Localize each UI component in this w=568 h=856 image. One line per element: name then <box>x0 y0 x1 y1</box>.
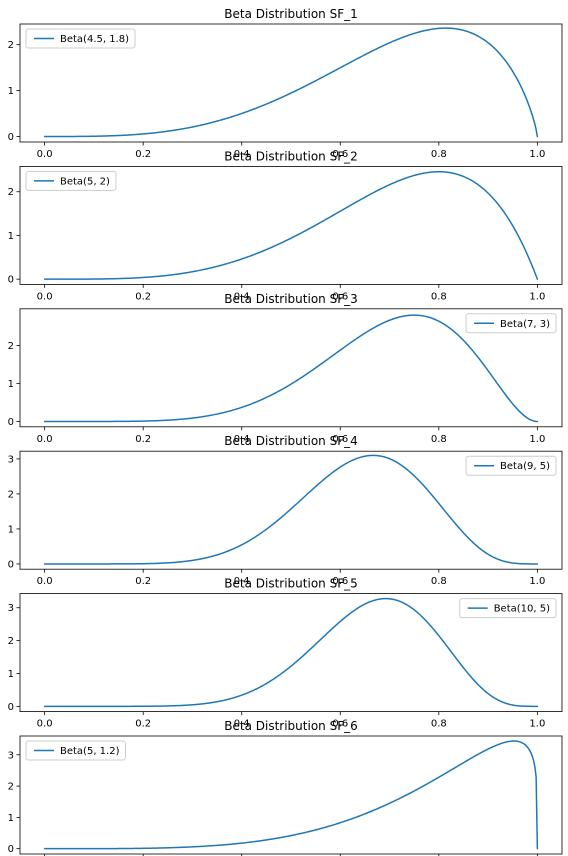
legend: Beta(5, 2) <box>25 170 117 191</box>
x-tick-label: 0.8 <box>431 719 447 730</box>
y-tick-label: 3 <box>8 603 14 614</box>
x-tick-label: 0.8 <box>431 576 447 587</box>
legend-box <box>25 170 117 191</box>
x-tick-label: 0.4 <box>234 434 250 445</box>
chart-3: Beta Distribution SF_3 0.0 0.2 0.4 0.6 0.8 1.0… <box>8 292 563 445</box>
legend: Beta(7, 3) <box>465 313 557 334</box>
legend-box <box>465 313 557 334</box>
y-tick-label: 1 <box>8 813 14 824</box>
legend-box <box>459 598 557 619</box>
chart-title: Beta Distribution SF_1 <box>224 7 357 21</box>
legend-label: Beta(10, 5) <box>494 604 550 615</box>
x-tick-label: 1.0 <box>529 719 545 730</box>
y-tick-label: 0 <box>8 844 14 855</box>
x-tick-label: 0.4 <box>234 576 250 587</box>
series-line <box>43 171 539 280</box>
x-tick-label: 0.4 <box>234 149 250 160</box>
x-tick-label: 0.2 <box>135 434 151 445</box>
x-tick-label: 0.2 <box>135 291 151 302</box>
x-tick-label: 1.0 <box>529 291 545 302</box>
axes-frame <box>19 450 563 570</box>
x-tick-label: 0.0 <box>37 719 53 730</box>
x-tick-label: 0.6 <box>332 434 348 445</box>
legend: Beta(9, 5) <box>465 455 557 476</box>
x-tick-label: 0.6 <box>332 149 348 160</box>
x-tick-label: 0.4 <box>234 291 250 302</box>
y-tick-label: 2 <box>8 489 14 500</box>
legend: Beta(4.5, 1.8) <box>25 28 136 49</box>
legend-label: Beta(5, 1.2) <box>60 746 120 757</box>
y-tick-label: 2 <box>8 187 14 198</box>
x-tick-label: 1.0 <box>529 576 545 587</box>
x-tick-label: 0.8 <box>431 149 447 160</box>
x-tick-label: 0.2 <box>135 149 151 160</box>
chart-5: Beta Distribution SF_5 0.0 0.2 0.4 0.6 0.8 1.0… <box>8 577 563 730</box>
x-tick-label: 0.2 <box>135 576 151 587</box>
y-tick-label: 2 <box>8 40 14 51</box>
chart-4: Beta Distribution SF_4 0.0 0.2 0.4 0.6 0.8 1.0… <box>8 434 563 587</box>
chart-title: Beta Distribution SF_6 <box>224 719 357 733</box>
x-tick-label: 0.6 <box>332 576 348 587</box>
chart-2: Beta Distribution SF_2 0.0 0.2 0.4 0.6 0.8 1.0… <box>8 149 563 302</box>
y-tick-label: 3 <box>8 750 14 761</box>
chart-title: Beta Distribution SF_4 <box>224 434 357 448</box>
legend-label: Beta(7, 3) <box>500 319 550 330</box>
axes-frame <box>19 593 563 712</box>
y-tick-label: 1 <box>8 231 14 242</box>
axes-frame <box>19 735 563 855</box>
y-tick-label: 0 <box>8 559 14 570</box>
legend-box <box>25 740 126 761</box>
chart-title: Beta Distribution SF_2 <box>224 149 357 163</box>
x-tick-label: 1.0 <box>529 149 545 160</box>
y-tick-label: 1 <box>8 524 14 535</box>
legend-label: Beta(5, 2) <box>60 176 110 187</box>
legend: Beta(5, 1.2) <box>25 740 126 761</box>
legend: Beta(10, 5) <box>459 598 557 619</box>
legend-label: Beta(4.5, 1.8) <box>60 34 129 45</box>
x-tick-label: 0.2 <box>135 719 151 730</box>
x-tick-label: 1.0 <box>529 434 545 445</box>
legend-box <box>465 455 557 476</box>
y-tick-label: 0 <box>8 702 14 713</box>
series-line <box>43 27 539 138</box>
series-line <box>43 314 539 423</box>
series-line <box>43 597 539 708</box>
axes-frame <box>19 23 563 143</box>
y-tick-label: 2 <box>8 782 14 793</box>
y-tick-label: 2 <box>8 636 14 647</box>
axes-frame <box>19 308 563 428</box>
y-tick-label: 1 <box>8 86 14 97</box>
x-tick-label: 0.0 <box>37 576 53 587</box>
chart-6: Beta Distribution SF_6 0.0 0.2 0.4 0.6 0.8 1.0… <box>8 719 563 856</box>
y-tick-label: 1 <box>8 669 14 680</box>
y-tick-label: 0 <box>8 132 14 143</box>
chart-1: Beta Distribution SF_1 0.0 0.2 0.4 0.6 0.8 1.0… <box>8 7 563 160</box>
y-tick-label: 2 <box>8 341 14 352</box>
axes-frame <box>19 165 563 285</box>
chart-title: Beta Distribution SF_3 <box>224 292 357 306</box>
legend-box <box>25 28 136 49</box>
x-tick-label: 0.0 <box>37 291 53 302</box>
y-tick-label: 1 <box>8 379 14 390</box>
x-tick-label: 0.8 <box>431 291 447 302</box>
y-tick-label: 3 <box>8 454 14 465</box>
series-line <box>43 454 539 565</box>
series-line <box>43 740 539 850</box>
y-tick-label: 0 <box>8 417 14 428</box>
legend-label: Beta(9, 5) <box>500 461 550 472</box>
x-tick-label: 0.6 <box>332 719 348 730</box>
x-tick-label: 0.0 <box>37 434 53 445</box>
x-tick-label: 0.8 <box>431 434 447 445</box>
x-tick-label: 0.0 <box>37 149 53 160</box>
x-tick-label: 0.6 <box>332 291 348 302</box>
chart-title: Beta Distribution SF_5 <box>224 577 357 591</box>
y-tick-label: 0 <box>8 275 14 286</box>
x-tick-label: 0.4 <box>234 719 250 730</box>
